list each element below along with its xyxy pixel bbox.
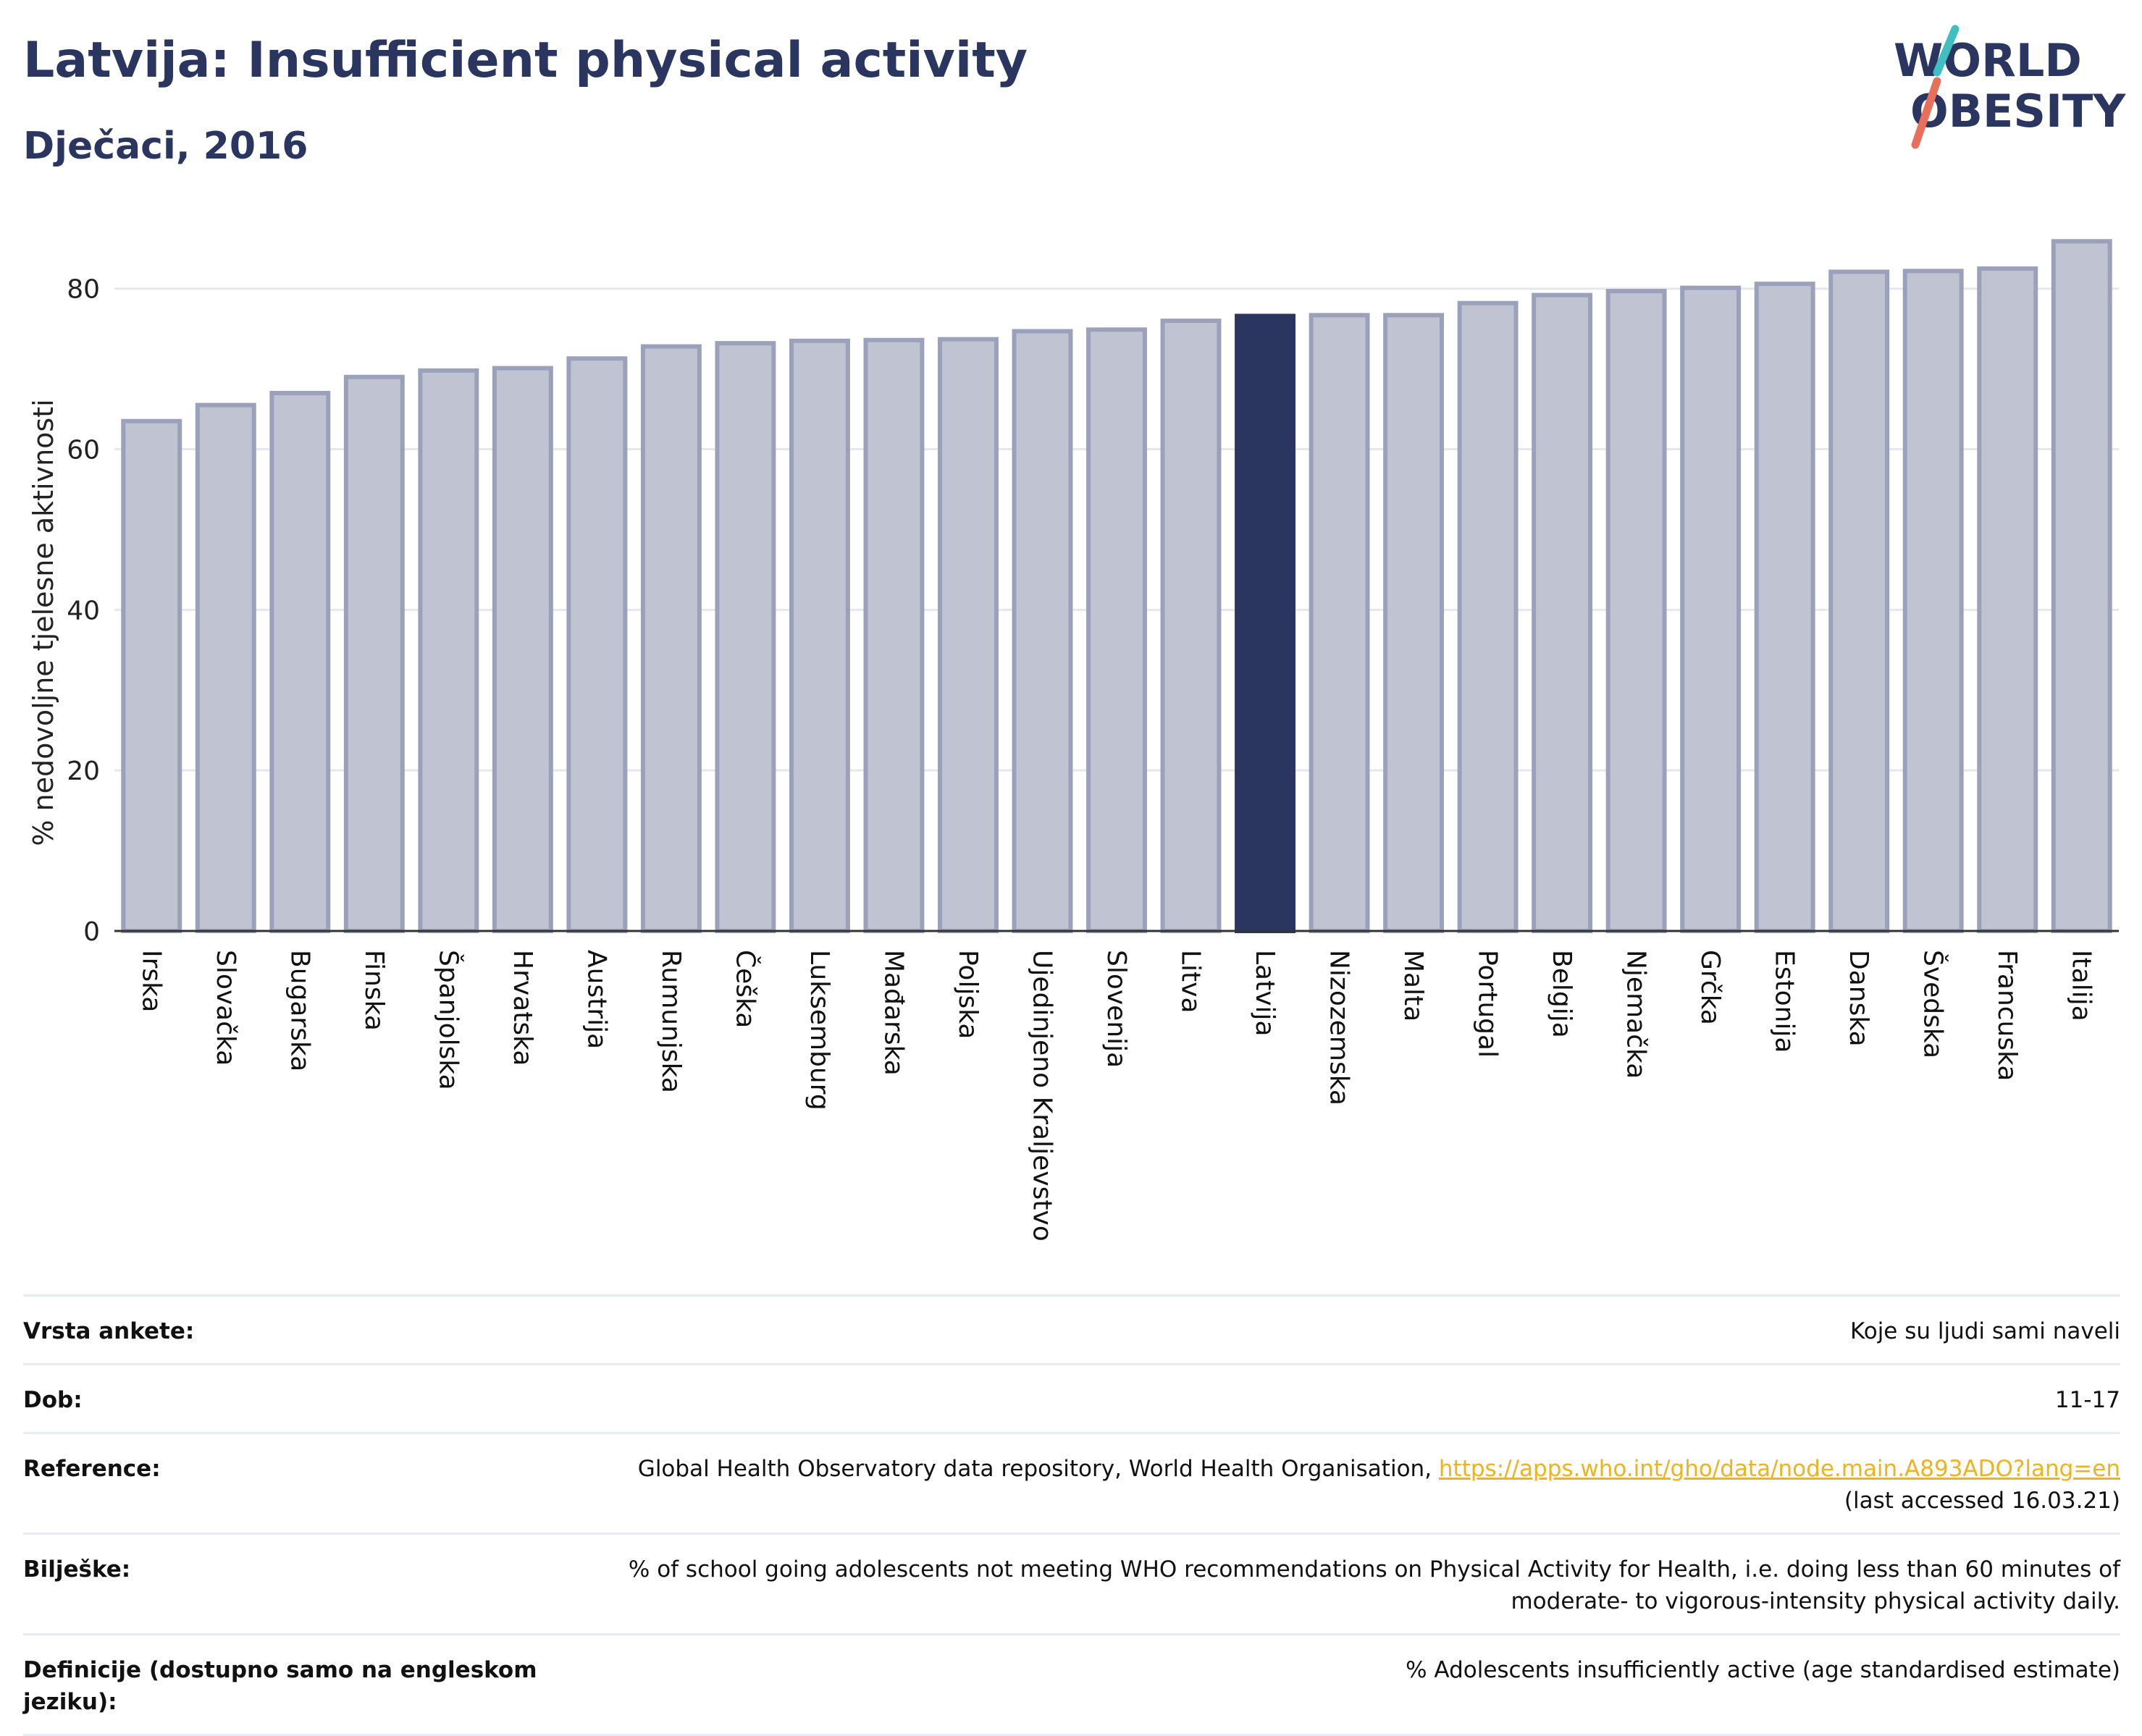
x-tick-label: Malta	[1398, 950, 1428, 1021]
x-tick-label: Latvija	[1250, 950, 1280, 1037]
x-tick-label: Irska	[136, 950, 166, 1012]
meta-label-notes: Bilješke:	[23, 1556, 131, 1583]
bar-poljska[interactable]	[938, 337, 999, 934]
bar-slovenija[interactable]	[1086, 327, 1147, 934]
x-tick-label: Rumunjska	[656, 950, 686, 1093]
bar-italija[interactable]	[2051, 239, 2112, 934]
bar-irska[interactable]	[121, 418, 182, 933]
bar-portugal[interactable]	[1457, 300, 1519, 933]
meta-row-survey-type: Vrsta ankete: Koje su ljudi sami naveli	[23, 1297, 2120, 1365]
x-tick-label: Danska	[1844, 950, 1873, 1047]
chart-subtitle: Dječaci, 2016	[23, 125, 308, 168]
bar-finska[interactable]	[343, 374, 405, 933]
bar-estonija[interactable]	[1754, 282, 1815, 933]
x-tick-label: Belgija	[1547, 950, 1576, 1038]
bar-švedska[interactable]	[1902, 269, 1964, 933]
bar-luksemburg[interactable]	[789, 338, 850, 933]
bar-danska[interactable]	[1828, 269, 1890, 934]
meta-value-notes: % of school going adolescents not meetin…	[628, 1556, 2120, 1614]
meta-row-reference: Reference: Global Health Observatory dat…	[23, 1434, 2120, 1535]
bar-češka[interactable]	[715, 341, 776, 933]
x-tick-label: Finska	[359, 950, 389, 1031]
x-tick-labels: Irska Slovačka Bugarska Finska Španjolska Hrv…	[136, 950, 2096, 1242]
logo-line2: OBESITY	[1910, 85, 2126, 138]
x-tick-label: Hrvatska	[508, 950, 537, 1066]
meta-label-survey-type: Vrsta ankete:	[23, 1318, 195, 1344]
bar-litva[interactable]	[1160, 319, 1222, 934]
meta-value-survey-type: Koje su ljudi sami naveli	[1849, 1318, 2120, 1344]
bar-chart: 0 20 40 60 80 Irska Slovačka Bugarska Finska Špa…	[67, 239, 2119, 1242]
meta-label-reference: Reference:	[23, 1456, 161, 1482]
meta-row-age: Dob: 11-17	[23, 1365, 2120, 1434]
bar-njemačka[interactable]	[1605, 289, 1667, 933]
meta-value-definitions: % Adolescents insufficiently active (age…	[1406, 1657, 2120, 1683]
meta-value-age: 11-17	[2054, 1387, 2120, 1413]
y-tick-label: 20	[67, 757, 100, 786]
x-tick-label: Slovačka	[211, 950, 240, 1066]
bar-ujedinjeno-kraljevstvo[interactable]	[1012, 329, 1073, 933]
meta-value-reference: Global Health Observatory data repositor…	[545, 1453, 2120, 1517]
bar-slovačka[interactable]	[195, 403, 256, 933]
bar-hrvatska[interactable]	[492, 366, 553, 933]
x-tick-label: Italija	[2067, 950, 2096, 1021]
reference-text: Global Health Observatory data repositor…	[637, 1456, 1432, 1482]
logo-slash-top	[1933, 25, 1960, 77]
y-tick-label: 40	[67, 596, 100, 625]
bars	[121, 239, 2112, 934]
y-tick-labels: 0 20 40 60 80	[67, 275, 100, 947]
x-tick-label: Grčka	[1695, 950, 1725, 1025]
x-tick-label: Mađarska	[878, 950, 908, 1076]
bar-grčka[interactable]	[1680, 285, 1742, 934]
reference-accessed: (last accessed 16.03.21)	[1844, 1488, 2120, 1514]
meta-row-notes: Bilješke: % of school going adolescents …	[23, 1535, 2120, 1635]
reference-link[interactable]: https://apps.who.int/gho/data/node.main.…	[1438, 1456, 2120, 1482]
y-axis-label: % nedovoljne tjelesne aktivnosti	[28, 399, 59, 846]
metadata-table: Vrsta ankete: Koje su ljudi sami naveli …	[23, 1294, 2120, 1736]
y-tick-label: 60	[67, 436, 100, 465]
logo-line1: WORLD	[1894, 34, 2082, 87]
x-tick-label: Njemačka	[1621, 950, 1651, 1079]
meta-label-age: Dob:	[23, 1387, 83, 1413]
world-obesity-logo: WORLD OBESITY	[1894, 25, 2126, 149]
bar-nizozemska[interactable]	[1309, 313, 1370, 933]
x-tick-label: Nizozemska	[1324, 950, 1354, 1105]
x-tick-label: Ujedinjeno Kraljevstvo	[1027, 950, 1057, 1242]
x-tick-label: Slovenija	[1101, 950, 1131, 1068]
x-tick-label: Portugal	[1473, 950, 1503, 1058]
bar-rumunjska[interactable]	[640, 344, 702, 933]
bar-mađarska[interactable]	[863, 337, 925, 933]
bar-austrija[interactable]	[566, 356, 628, 933]
x-tick-label: Bugarska	[285, 950, 314, 1071]
x-tick-label: Švedska	[1918, 950, 1949, 1058]
x-tick-label: Austrija	[581, 950, 611, 1049]
bar-španjolska[interactable]	[418, 368, 479, 933]
meta-row-definitions: Definicije (dostupno samo na engleskom j…	[23, 1635, 2120, 1736]
x-tick-label: Litva	[1176, 950, 1206, 1014]
x-tick-label: Estonija	[1770, 950, 1799, 1053]
bar-francuska[interactable]	[1977, 266, 2038, 933]
bar-bugarska[interactable]	[269, 390, 331, 933]
x-tick-label: Češka	[730, 950, 760, 1028]
x-tick-label: Poljska	[953, 950, 983, 1040]
bar-belgija[interactable]	[1532, 292, 1593, 934]
x-tick-label: Luksemburg	[805, 950, 834, 1111]
meta-label-definitions: Definicije (dostupno samo na engleskom j…	[23, 1657, 537, 1715]
x-tick-label: Španjolska	[433, 950, 463, 1090]
y-tick-label: 0	[83, 917, 100, 947]
bar-malta[interactable]	[1383, 313, 1445, 933]
logo-slash-bottom	[1911, 77, 1941, 149]
chart-title: Latvija: Insufficient physical activity	[23, 32, 1028, 89]
bar-latvija[interactable]	[1235, 313, 1295, 934]
y-tick-label: 80	[67, 275, 100, 305]
x-tick-label: Francuska	[1992, 950, 2022, 1081]
